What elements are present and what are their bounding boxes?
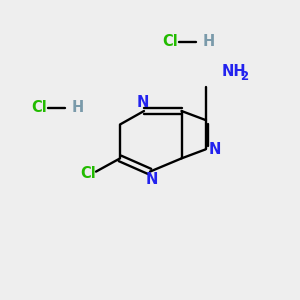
Text: H: H [202, 34, 215, 50]
Text: N: N [145, 172, 158, 188]
Text: H: H [71, 100, 84, 116]
Text: 2: 2 [241, 70, 249, 83]
Text: Cl: Cl [162, 34, 178, 50]
Text: NH: NH [222, 64, 247, 79]
Text: Cl: Cl [81, 167, 96, 182]
Text: Cl: Cl [31, 100, 46, 116]
Text: N: N [208, 142, 221, 157]
Text: N: N [136, 95, 149, 110]
